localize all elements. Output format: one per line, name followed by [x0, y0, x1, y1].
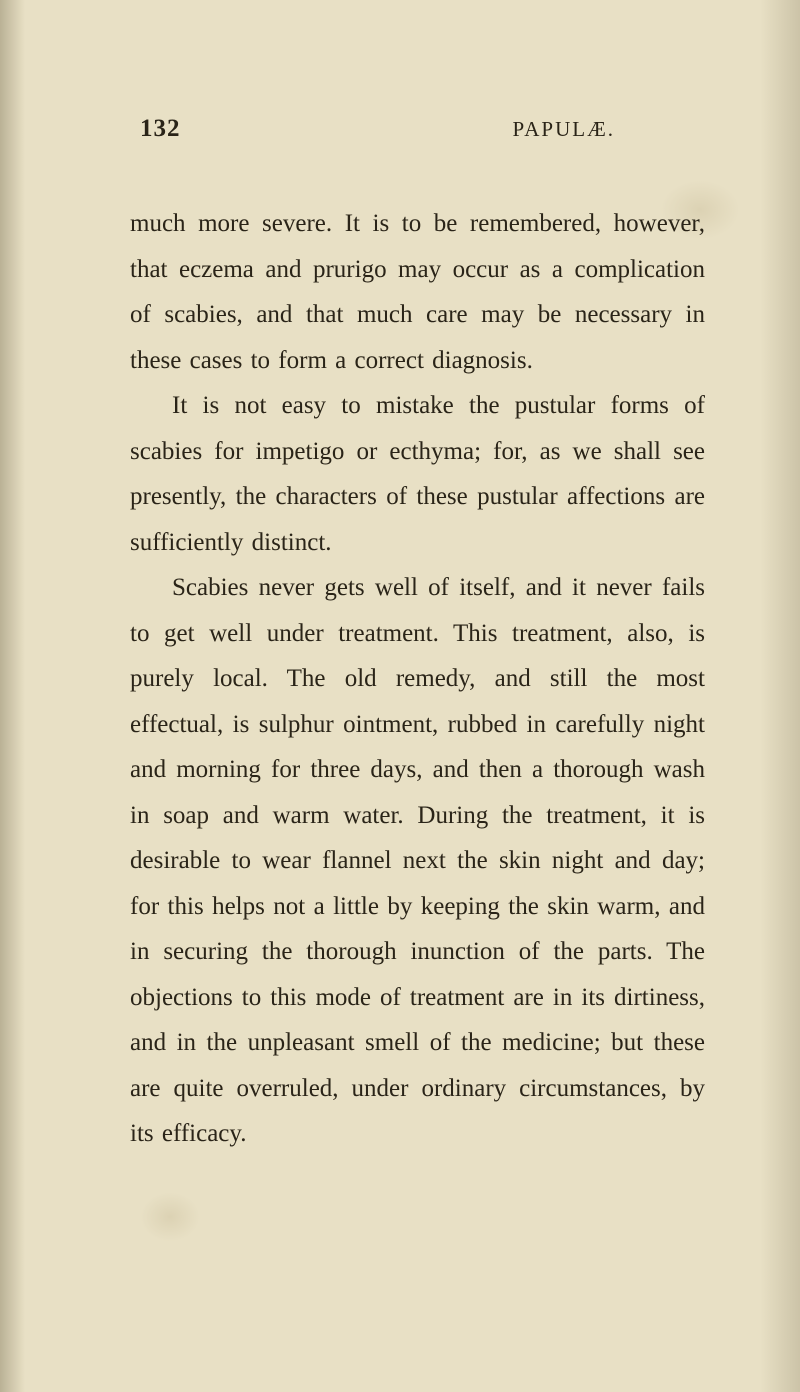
paragraph: It is not easy to mistake the pustular f…: [130, 383, 705, 565]
page-content: 132 PAPULÆ. much more severe. It is to b…: [0, 0, 800, 1392]
running-head: PAPULÆ.: [512, 117, 615, 142]
paragraph: Scabies never gets well of itself, and i…: [130, 565, 705, 1157]
page-number: 132: [140, 115, 181, 143]
body-text: much more severe. It is to be remembered…: [130, 201, 705, 1157]
paragraph: much more severe. It is to be remembered…: [130, 201, 705, 383]
page-header: 132 PAPULÆ.: [130, 115, 705, 143]
